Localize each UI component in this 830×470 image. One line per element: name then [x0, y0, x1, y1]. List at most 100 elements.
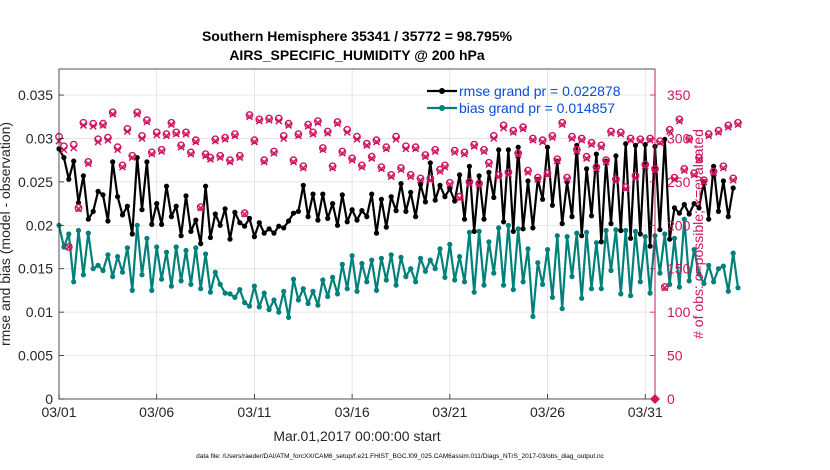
bias-point	[603, 227, 609, 234]
obs-evaluated-marker	[197, 204, 205, 212]
rmse-point	[124, 203, 130, 209]
obs-evaluated-marker	[636, 137, 644, 145]
plot-area	[59, 69, 655, 399]
obs-evaluated-marker	[250, 138, 258, 146]
right-tick-label: 100	[667, 304, 691, 320]
x-tick-label: 03/31	[628, 404, 663, 420]
obs-possible-marker	[211, 135, 220, 144]
bias-point	[608, 267, 614, 274]
rmse-point	[105, 218, 111, 224]
bias-point	[452, 277, 458, 283]
rmse-point	[496, 147, 502, 153]
obs-possible-marker	[318, 144, 327, 152]
rmse-point	[691, 201, 697, 207]
rmse-point	[100, 192, 106, 198]
rmse-point	[427, 160, 433, 166]
obs-evaluated-marker	[343, 128, 351, 136]
obs-evaluated-marker	[485, 160, 493, 169]
x-tick-label: 03/26	[530, 404, 565, 420]
obs-possible-marker	[289, 156, 298, 165]
obs-evaluated-marker	[470, 142, 478, 150]
x-axis-label: Mar.01,2017 00:00:00 start	[273, 428, 440, 444]
x-axis: 03/01 03/06 03/11 03/16 03/21 03/26 03/31	[41, 394, 663, 420]
bias-point	[75, 227, 82, 234]
rmse-point	[657, 227, 663, 233]
obs-evaluated-marker	[353, 135, 361, 143]
obs-evaluated-marker	[456, 194, 464, 202]
obs-possible-marker	[338, 147, 347, 156]
bias-point	[530, 313, 536, 320]
rmse-point	[525, 178, 531, 184]
rmse-point	[393, 208, 399, 214]
rmse-point	[559, 221, 565, 227]
obs-evaluated-marker	[206, 155, 214, 163]
rmse-point	[486, 169, 492, 175]
rmse-point	[290, 210, 297, 216]
rmse-point	[447, 186, 453, 192]
obs-evaluated-marker	[431, 147, 439, 156]
left-tick-label: 0.01	[26, 304, 53, 320]
bias-point	[706, 262, 712, 268]
rmse-point	[212, 211, 218, 217]
obs-possible-marker	[450, 146, 459, 155]
bias-point	[149, 287, 155, 293]
obs-evaluated-marker	[245, 113, 254, 121]
x-tick-label: 03/16	[335, 404, 370, 420]
obs-evaluated-marker	[319, 146, 327, 154]
obs-possible-marker	[299, 162, 308, 171]
obs-evaluated-marker	[666, 127, 674, 136]
bias-point	[657, 270, 663, 276]
bias-point	[701, 280, 707, 287]
rmse-point	[300, 182, 306, 188]
obs-evaluated-marker	[407, 173, 415, 181]
rmse-point	[149, 221, 155, 227]
rmse-point	[119, 212, 126, 218]
obs-possible-marker	[572, 145, 581, 154]
obs-possible-marker	[421, 151, 430, 159]
obs-possible-marker	[602, 156, 610, 165]
rmse-point	[667, 236, 673, 242]
obs-possible-marker	[255, 115, 264, 124]
obs-possible-marker	[142, 116, 151, 125]
obs-evaluated-marker	[75, 205, 83, 213]
bias-point	[139, 272, 145, 278]
rmse-point	[481, 216, 487, 222]
obs-evaluated-marker	[617, 130, 625, 138]
bias-point	[364, 279, 370, 285]
bias-point	[256, 304, 262, 310]
obs-evaluated-marker	[451, 148, 459, 156]
chart-title-line1: Southern Hemisphere 35341 / 35772 = 98.7…	[202, 28, 513, 44]
bias-point	[134, 222, 140, 228]
rmse-point	[364, 214, 370, 220]
bias-point	[598, 286, 604, 292]
rmse-point	[369, 191, 375, 197]
rmse-point	[339, 192, 345, 198]
obs-evaluated-marker	[495, 173, 503, 181]
obs-evaluated-marker	[714, 128, 723, 136]
x-tick-label: 03/01	[41, 404, 76, 420]
bias-point	[295, 297, 301, 303]
rmse-point	[637, 231, 643, 237]
obs-evaluated-marker	[177, 143, 185, 151]
rmse-point	[188, 228, 194, 234]
obs-evaluated-marker	[558, 121, 566, 129]
bias-point	[730, 250, 736, 256]
obs-evaluated-marker	[671, 175, 679, 183]
rmse-point	[95, 188, 101, 194]
bias-point	[359, 260, 365, 267]
obs-evaluated-marker	[539, 138, 547, 146]
obs-evaluated-marker	[333, 120, 341, 128]
obs-possible-marker	[84, 157, 93, 166]
obs-evaluated-marker	[84, 160, 92, 168]
bias-point	[637, 279, 643, 285]
left-tick-label: 0.025	[18, 174, 53, 190]
obs-possible-marker	[348, 154, 356, 163]
obs-possible-marker	[616, 128, 625, 137]
rmse-point	[398, 181, 404, 187]
bias-point	[549, 294, 556, 300]
rmse-point	[711, 163, 717, 169]
rmse-point	[671, 205, 678, 211]
bias-point	[80, 272, 86, 278]
obs-evaluated-marker	[192, 138, 200, 146]
